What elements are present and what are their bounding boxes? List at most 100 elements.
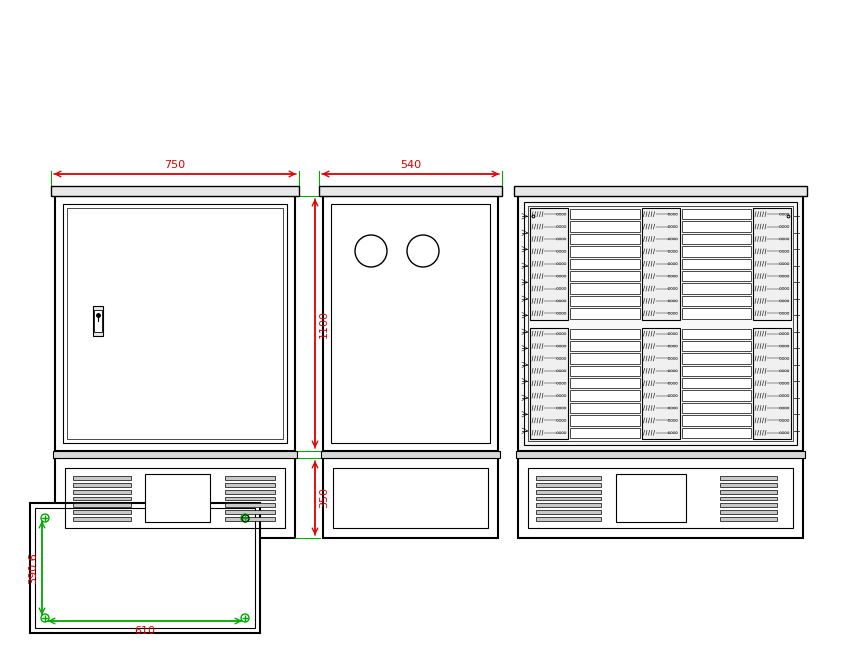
Bar (73, 517, 131, 521)
Bar (570, 296, 639, 306)
Bar (225, 490, 275, 494)
Bar (536, 476, 601, 480)
Bar (682, 246, 751, 257)
Bar (536, 510, 601, 514)
Bar (225, 476, 275, 480)
Bar (530, 328, 568, 439)
Bar (225, 503, 275, 507)
Text: @taepo.com: @taepo.com (148, 353, 272, 372)
Bar (570, 308, 639, 319)
Bar (570, 271, 639, 281)
Bar (55, 196, 295, 451)
Bar (682, 221, 751, 232)
Bar (35, 508, 255, 628)
Bar (518, 458, 803, 538)
Bar (536, 503, 601, 507)
Bar (570, 415, 639, 426)
Bar (753, 328, 791, 439)
Bar (682, 403, 751, 413)
Bar (570, 283, 639, 294)
Bar (331, 204, 490, 443)
Bar (570, 209, 639, 219)
Bar (63, 204, 287, 443)
Bar (720, 496, 777, 500)
Bar (720, 503, 777, 507)
Bar (145, 474, 210, 522)
Bar (570, 259, 639, 269)
Bar (753, 208, 791, 319)
Bar (570, 246, 639, 257)
Bar (682, 271, 751, 281)
Bar (323, 458, 498, 538)
Bar (321, 451, 500, 458)
Bar (225, 483, 275, 486)
Bar (319, 186, 502, 196)
Bar (570, 366, 639, 376)
Bar (682, 353, 751, 364)
Text: 1100: 1100 (319, 310, 329, 338)
Bar (73, 483, 131, 486)
Bar (570, 341, 639, 351)
Bar (73, 476, 131, 480)
Bar (225, 510, 275, 514)
Bar (641, 208, 679, 319)
Bar (524, 202, 797, 445)
Bar (528, 206, 793, 441)
Bar (682, 378, 751, 389)
Bar (570, 378, 639, 389)
Bar (73, 496, 131, 500)
Bar (682, 328, 751, 339)
Bar (514, 186, 807, 196)
Bar (682, 341, 751, 351)
Bar (682, 390, 751, 401)
Bar (536, 496, 601, 500)
Bar (323, 196, 498, 451)
Text: 540: 540 (400, 160, 421, 170)
Text: 390.6: 390.6 (28, 552, 38, 584)
Bar (570, 390, 639, 401)
Bar (73, 510, 131, 514)
Bar (720, 483, 777, 486)
Bar (682, 428, 751, 438)
Bar (682, 234, 751, 244)
Bar (30, 503, 260, 633)
Bar (536, 490, 601, 494)
Bar (536, 483, 601, 486)
Bar (682, 366, 751, 376)
Bar (682, 283, 751, 294)
Bar (73, 503, 131, 507)
Bar (570, 353, 639, 364)
Bar (570, 234, 639, 244)
Bar (616, 474, 686, 522)
Bar (518, 196, 803, 451)
Bar (65, 468, 285, 528)
Bar (225, 517, 275, 521)
Bar (682, 296, 751, 306)
Bar (641, 328, 679, 439)
Bar (93, 306, 103, 336)
Bar (720, 517, 777, 521)
Bar (53, 451, 297, 458)
Bar (720, 490, 777, 494)
Bar (570, 328, 639, 339)
Text: @taepping: @taepping (352, 351, 488, 375)
Text: 750: 750 (164, 160, 185, 170)
Bar (225, 496, 275, 500)
Bar (682, 259, 751, 269)
Bar (51, 186, 299, 196)
Text: 350: 350 (319, 488, 329, 509)
Bar (570, 221, 639, 232)
Bar (720, 476, 777, 480)
Bar (94, 310, 102, 332)
Bar (682, 415, 751, 426)
Bar (536, 517, 601, 521)
Bar (516, 451, 805, 458)
Bar (333, 468, 488, 528)
Bar (67, 208, 283, 439)
Text: 610: 610 (135, 626, 156, 636)
Bar (682, 209, 751, 219)
Bar (682, 308, 751, 319)
Bar (528, 468, 793, 528)
Bar (73, 490, 131, 494)
Bar (55, 458, 295, 538)
